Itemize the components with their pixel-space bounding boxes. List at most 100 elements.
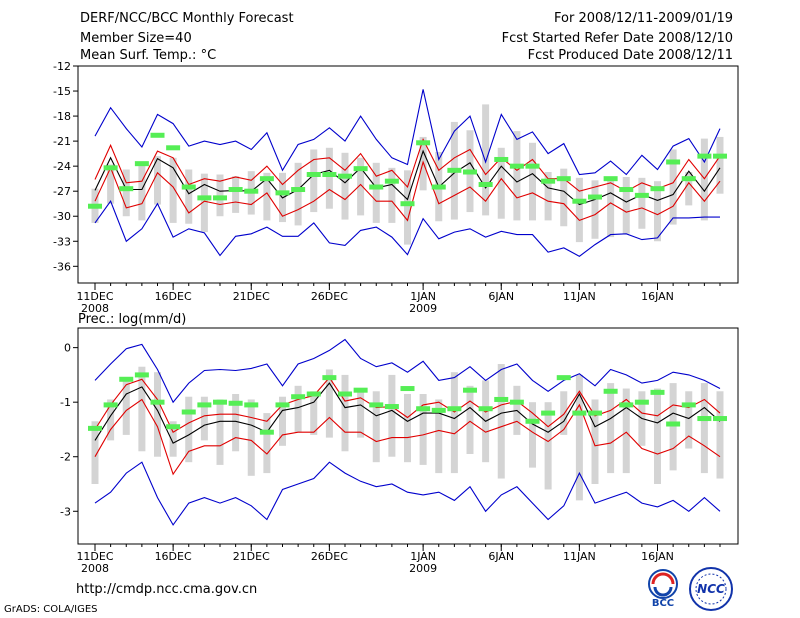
observed-marker: [306, 391, 321, 397]
observed-marker: [478, 406, 493, 412]
spread-box: [529, 402, 536, 468]
spread-box: [497, 364, 505, 479]
observed-marker: [338, 173, 352, 179]
spread-box: [544, 402, 552, 490]
observed-marker: [666, 159, 681, 165]
observed-marker: [666, 421, 681, 427]
series-min-line: [94, 461, 721, 526]
bcc-logo-icon: BCC: [648, 569, 678, 608]
spread-box: [404, 394, 411, 463]
x-tick-label: 26DEC: [311, 550, 348, 563]
website-link[interactable]: http://cmdp.ncc.cma.gov.cn: [76, 582, 258, 597]
observed-marker: [713, 416, 727, 422]
observed-marker: [416, 140, 431, 146]
y-tick-label: -36: [53, 260, 71, 273]
spread-box: [185, 169, 193, 224]
spread-box: [716, 136, 724, 194]
x-tick-label: 16DEC: [155, 290, 192, 303]
observed-marker: [213, 195, 227, 201]
x-tick-year: 2009: [409, 302, 437, 315]
x-tick-label: 16JAN: [641, 550, 674, 563]
observed-marker: [509, 399, 524, 405]
spread-box: [138, 162, 146, 221]
produced-date: Fcst Produced Date 2008/12/11: [527, 48, 733, 63]
spread-box: [169, 157, 177, 223]
spread-box: [622, 388, 630, 474]
observed-marker: [634, 399, 649, 405]
observed-marker: [572, 410, 587, 416]
x-tick-label: 11DEC: [76, 550, 113, 563]
observed-marker: [353, 387, 368, 393]
observed-marker: [556, 176, 571, 182]
spread-box: [138, 366, 146, 452]
observed-marker: [166, 145, 181, 151]
x-tick-year: 2008: [81, 562, 109, 575]
observed-marker: [134, 372, 149, 378]
spread-box: [466, 385, 474, 454]
spread-box: [341, 374, 349, 452]
observed-marker: [681, 402, 696, 408]
x-tick-label: 11JAN: [563, 290, 596, 303]
series-lower-line: [94, 398, 721, 476]
observed-marker: [275, 402, 290, 408]
x-tick-label: 16JAN: [641, 290, 674, 303]
spread-box: [216, 399, 224, 465]
observed-marker: [619, 402, 634, 408]
spread-box: [279, 396, 286, 446]
spread-box: [310, 391, 318, 435]
x-tick-label: 21DEC: [233, 290, 270, 303]
spread-box: [310, 149, 318, 213]
observed-marker: [494, 156, 509, 162]
observed-marker: [463, 387, 477, 393]
observed-marker: [306, 172, 321, 177]
observed-marker: [322, 375, 337, 381]
observed-marker: [228, 187, 243, 193]
spread-box: [232, 176, 240, 213]
spread-box: [154, 372, 161, 457]
spread-box: [622, 177, 630, 234]
spread-box: [294, 162, 302, 226]
x-tick-label: 1JAN: [410, 550, 436, 563]
observed-marker: [634, 192, 649, 198]
x-tick-label: 6JAN: [488, 550, 514, 563]
spread-box: [388, 167, 396, 223]
observed-marker: [509, 163, 524, 169]
observed-marker: [619, 187, 634, 193]
series-max-line: [94, 89, 721, 176]
spread-box: [263, 413, 271, 474]
observed-marker: [541, 178, 556, 184]
spread-box: [482, 104, 490, 216]
observed-marker: [588, 194, 602, 200]
y-tick-label: -33: [53, 235, 71, 248]
observed-marker: [88, 425, 102, 431]
x-tick-label: 1JAN: [410, 290, 436, 303]
ncc-logo-icon: NCC: [689, 567, 733, 611]
spread-box: [513, 131, 521, 221]
spread-box: [216, 174, 224, 217]
series-upper-line: [94, 137, 721, 192]
observed-marker: [603, 176, 618, 182]
spread-box: [544, 171, 552, 221]
series-upper-line: [94, 376, 721, 433]
observed-marker: [103, 165, 118, 171]
observed-marker: [525, 163, 540, 169]
observed-marker: [400, 201, 415, 207]
observed-marker: [259, 176, 274, 182]
observed-marker: [697, 153, 712, 159]
spread-box: [575, 374, 583, 501]
spread-box: [357, 388, 365, 438]
observed-marker: [150, 132, 165, 138]
spread-box: [450, 372, 458, 474]
observed-marker: [416, 406, 431, 412]
spread-box: [341, 152, 349, 220]
observed-marker: [244, 402, 259, 408]
spread-box: [607, 383, 615, 474]
spread-box: [669, 149, 677, 225]
spread-box: [122, 377, 130, 435]
spread-box: [154, 156, 161, 205]
observed-marker: [603, 388, 618, 394]
observed-marker: [650, 186, 665, 192]
spread-box: [685, 391, 693, 449]
spread-box: [185, 396, 193, 463]
